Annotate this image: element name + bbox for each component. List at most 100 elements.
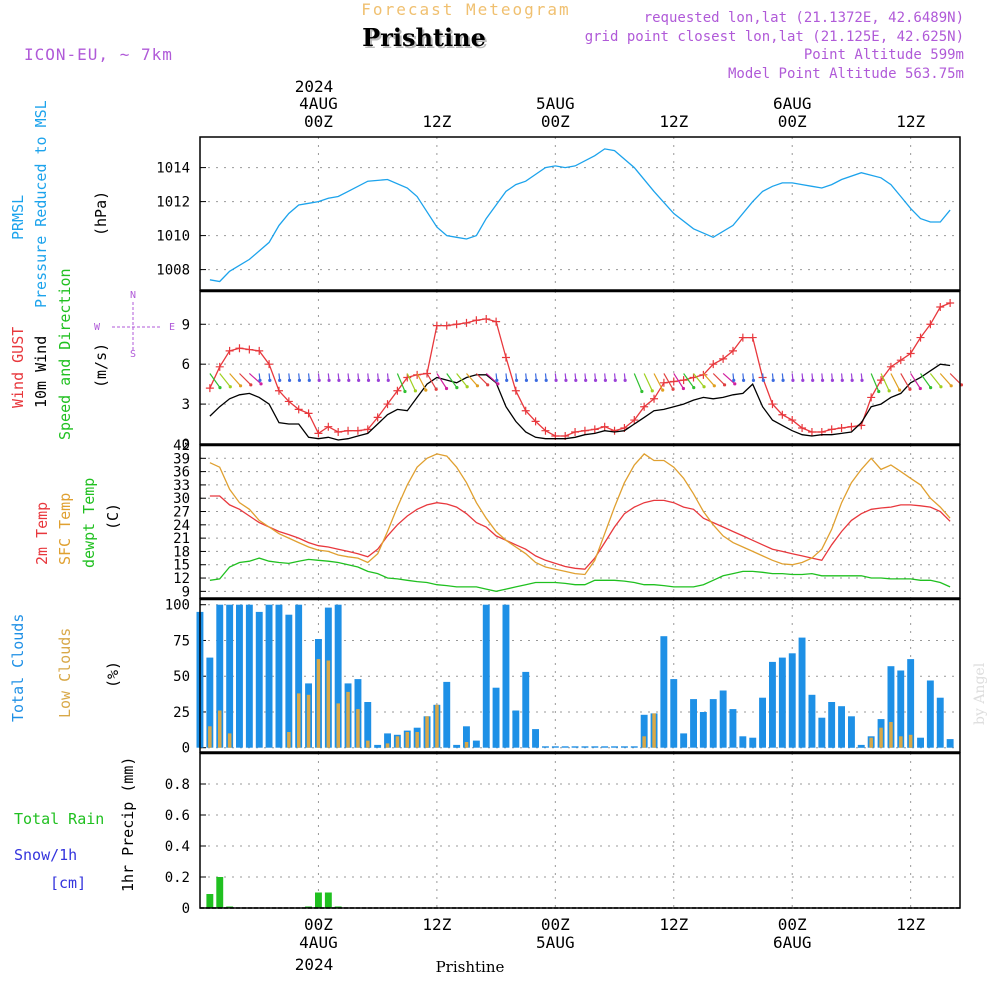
wind-dir-arrowhead-70	[908, 387, 912, 391]
wind-dir-arrowhead-25	[465, 385, 469, 389]
clouds-bar-0-17	[364, 702, 372, 748]
gust-marker-37	[571, 428, 580, 437]
clouds-bar-0-54	[729, 709, 737, 748]
gust-marker-57	[768, 400, 777, 409]
wind-dir-arrowhead-47	[681, 386, 686, 391]
gust-marker-18	[383, 400, 392, 409]
wind-dir-arrowhead-31	[514, 378, 519, 382]
wind-dir-arrow-44	[643, 373, 653, 392]
gust-marker-32	[521, 406, 530, 415]
wind-dir-arrow-73	[929, 373, 942, 388]
clouds-bar-0-2	[216, 604, 224, 748]
clouds-bar-0-41	[601, 746, 609, 748]
wind-dir-arrow-74	[939, 373, 952, 387]
gust-marker-65	[847, 422, 856, 431]
wind-ytick-0: 0	[182, 437, 190, 453]
cloud-labels: Total Clouds Low Clouds (%)	[9, 614, 122, 722]
temperature-frame	[199, 444, 961, 599]
wind-dir-arrowhead-53	[732, 378, 736, 382]
gust-marker-0	[205, 384, 214, 393]
clouds-bar-1-16	[356, 709, 360, 748]
temperature-ytick-0: 9	[182, 584, 190, 600]
wind-dir-arrowhead-18	[386, 378, 390, 382]
wind-dir-arrowhead-19	[403, 389, 407, 394]
time-tick-top-1: 12Z	[422, 112, 451, 131]
wind-dir-arrowhead-40	[603, 378, 608, 382]
gust-marker-25	[452, 320, 461, 329]
gust-marker-9	[294, 405, 303, 414]
wind-ytick-3: 9	[182, 317, 190, 333]
clouds-bar-0-60	[788, 653, 796, 748]
wind-dir-arrowhead-42	[623, 378, 627, 382]
wind-dir-arrowhead-46	[671, 387, 675, 391]
wind-dir-arrowhead-39	[593, 378, 598, 382]
clouds-ytick-3: 75	[173, 633, 190, 649]
gust-marker-44	[640, 402, 649, 411]
clouds-bar-0-62	[808, 694, 816, 748]
clouds-bar-0-26	[453, 744, 461, 748]
time-tick-top-5: 12Z	[896, 112, 925, 131]
compass-rose: N S W E	[94, 290, 175, 360]
cloud-unit: (%)	[104, 661, 122, 688]
wind-dir-arrowhead-4	[259, 382, 263, 386]
wind-dir-arrowhead-45	[661, 388, 665, 392]
gust-marker-29	[492, 317, 501, 326]
model-altitude: Model Point Altitude 563.75m	[728, 66, 964, 82]
wind-dir-arrowhead-10	[307, 378, 311, 382]
wind-dir-arrowhead-51	[722, 383, 727, 387]
temperature-ytick-5: 24	[173, 518, 190, 534]
chart-subtitle: Forecast Meteogram	[361, 0, 570, 19]
sfc-label: SFC Temp	[56, 493, 74, 565]
wind-dir-arrowhead-33	[534, 378, 538, 382]
clouds-bar-0-74	[926, 680, 934, 748]
wind-dir-arrowhead-16	[366, 378, 371, 382]
precip-ylabel: 1hr Precip (mm)	[119, 757, 137, 892]
clouds-bar-0-39	[581, 746, 589, 748]
gust-marker-69	[886, 362, 895, 371]
wind-dir-arrow-28	[485, 373, 499, 385]
temperature-series-2-line	[209, 557, 951, 592]
wind-dir-arrowhead-69	[897, 388, 902, 392]
clouds-bar-1-17	[366, 740, 370, 748]
wind-dir-arrowhead-1	[228, 385, 232, 389]
time-tick-bottom-1: 12Z	[422, 915, 451, 934]
gust-marker-15	[353, 426, 362, 435]
wind10-label: 10m Wind	[32, 336, 50, 408]
temperature-ytick-4: 21	[173, 531, 190, 547]
clouds-bar-0-58	[769, 661, 776, 748]
clouds-bar-0-14	[334, 604, 342, 748]
wind-dir-arrowhead-17	[376, 378, 380, 382]
wind-dir-arrow-4	[248, 373, 262, 385]
low-clouds-label: Low Clouds	[56, 628, 74, 718]
wind-ytick-1: 3	[182, 397, 190, 413]
gust-marker-16	[363, 425, 372, 434]
temperature-ytick-1: 12	[173, 571, 190, 587]
pressure-msl-label: Pressure Reduced to MSL	[32, 100, 50, 308]
total-clouds-label: Total Clouds	[9, 614, 27, 722]
footer-station: Prishtine	[436, 958, 505, 976]
wind-dir-arrowhead-62	[820, 378, 825, 382]
precip-ytick-0: 0	[182, 901, 190, 917]
clouds-frame	[199, 598, 961, 753]
clouds-bar-0-31	[502, 604, 510, 748]
clouds-bar-1-22	[415, 732, 419, 748]
chart-title: Prishtine	[362, 23, 486, 52]
clouds-bar-0-27	[463, 726, 470, 748]
wind-dir-arrowhead-61	[811, 378, 815, 382]
gust-marker-28	[482, 314, 491, 323]
clouds-bar-0-61	[798, 637, 806, 748]
temperature-ytick-10: 39	[173, 451, 190, 467]
clouds-ytick-2: 50	[173, 669, 190, 685]
precip-bar-0-1	[216, 877, 224, 908]
clouds-bar-1-24	[435, 704, 439, 748]
wind-dir-arrow-72	[920, 373, 932, 388]
gust-marker-2	[225, 346, 234, 355]
gust-marker-30	[501, 353, 510, 362]
clouds-ytick-1: 25	[173, 705, 190, 721]
wind-dir-arrow-69	[890, 373, 901, 391]
gust-marker-26	[462, 318, 471, 327]
gust-marker-33	[531, 417, 540, 426]
gust-marker-31	[511, 386, 520, 395]
snow-label: Snow/1h	[14, 846, 77, 864]
wind-dir-arrow-1	[219, 373, 231, 388]
